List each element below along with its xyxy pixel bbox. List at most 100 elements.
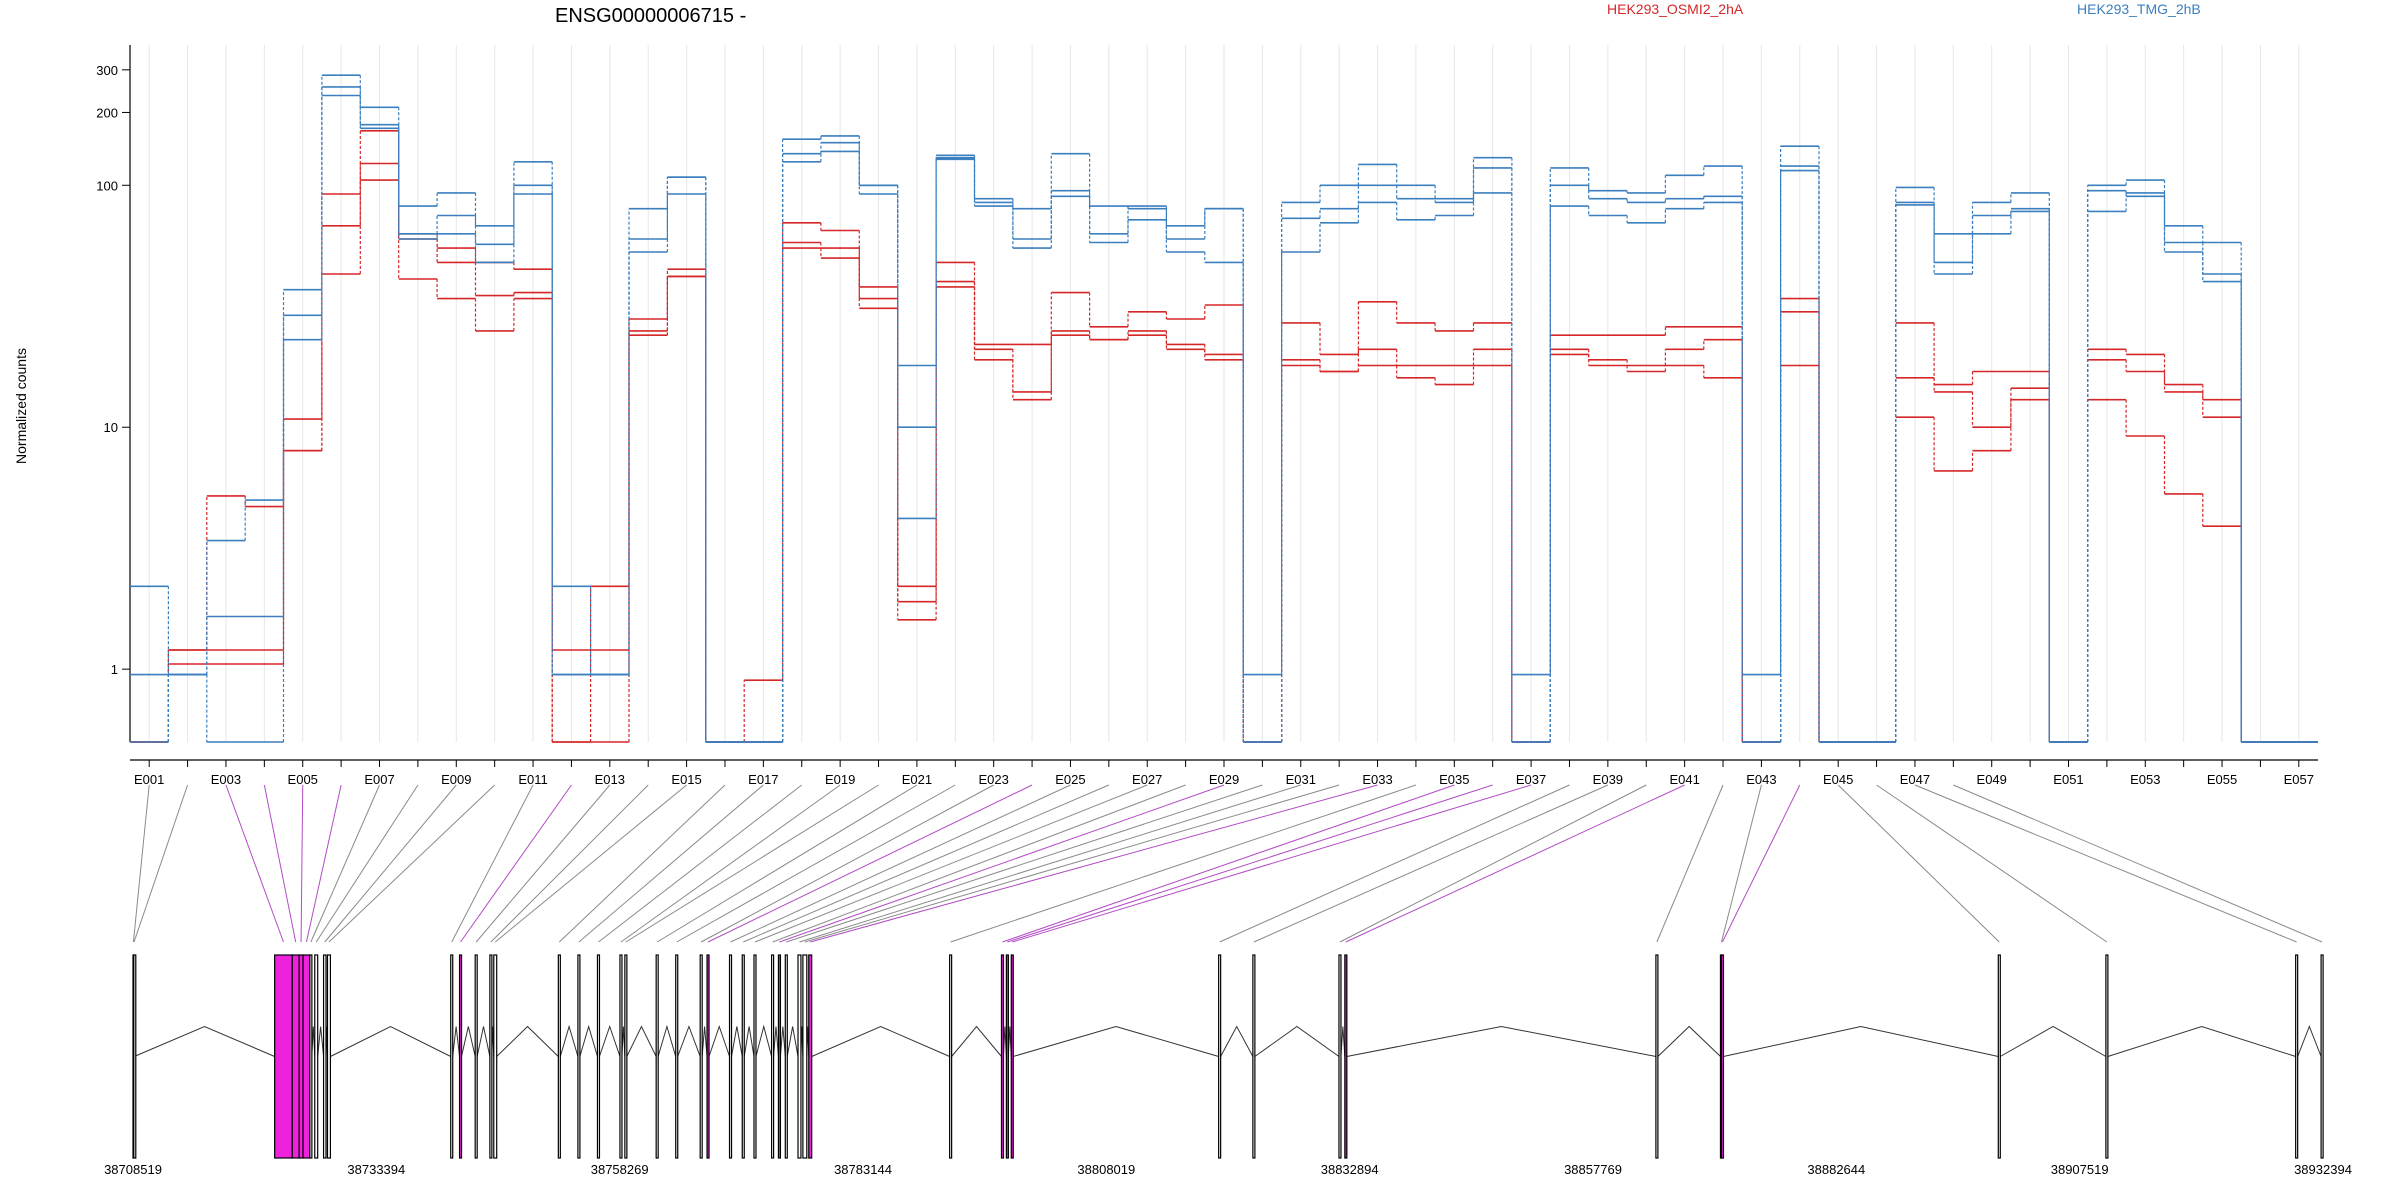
exon-tick-label: E045 [1823,772,1853,787]
genomic-tick-label: 38832894 [1321,1162,1379,1177]
exon-block [1252,954,1256,1159]
exon-connector [810,784,1378,943]
exon-block [458,954,463,1159]
y-tick-label: 1 [111,662,118,677]
exon-tick-label: E039 [1593,772,1623,787]
exon-connector [1219,784,1570,943]
exon-block [493,954,498,1159]
intron [811,1025,950,1057]
genomic-tick-label: 38932394 [2294,1162,2352,1177]
exon-tick-label: E047 [1900,772,1930,787]
exon-connector [625,784,879,943]
exon-block [1655,954,1659,1159]
intron [579,1024,598,1057]
intron [743,1026,755,1057]
exon-block [770,954,775,1159]
exon-connector [1721,784,1801,943]
exon-tick-label: E031 [1286,772,1316,787]
exon-connector [779,784,1225,943]
exon-connector [620,784,841,943]
exon-block [322,954,327,1159]
genomic-tick-label: 38808019 [1077,1162,1135,1177]
intron [134,1025,275,1057]
exon-connector [1953,784,2323,943]
exon-block [1000,954,1005,1159]
intron [452,1026,461,1057]
exon-tick-label: E027 [1132,772,1162,787]
exon-block [655,954,659,1159]
exon-connector [1007,784,1493,943]
exon-connector [656,784,918,943]
exon-block [596,954,601,1159]
genomic-tick-label: 38758269 [591,1162,649,1177]
exon-tick-label: E005 [288,772,318,787]
exon-block [741,954,745,1159]
exon-tick-label: E055 [2207,772,2237,787]
intron [1220,1025,1254,1057]
intron [773,1026,779,1057]
exon-connector [305,784,342,943]
exon-tick-label: E049 [1977,772,2007,787]
exon-connector [578,784,764,943]
exon-connector [225,784,284,943]
exon-tick-label: E033 [1362,772,1392,787]
exon-block [1720,954,1725,1159]
intron [1346,1025,1657,1057]
exon-connector [730,784,1071,943]
intron [1723,1025,1999,1057]
exon-connector [598,784,803,943]
genomic-tick-label: 38783144 [834,1162,892,1177]
exon-block [784,954,788,1159]
exon-tick-label: E053 [2130,772,2160,787]
exon-connector [263,784,297,943]
exon-block [802,954,808,1159]
exon-block [474,954,478,1159]
exon-tick-label: E001 [134,772,164,787]
intron [626,1025,657,1057]
intron [730,1026,743,1057]
exon-block [2320,954,2324,1159]
series-blue_3 [130,94,2318,743]
exon-block [1344,954,1348,1159]
exon-connector [676,784,956,943]
exon-connector [132,784,150,943]
exon-connector [460,784,572,943]
genomic-tick-label: 38857769 [1564,1162,1622,1177]
exon-connector [799,784,1301,943]
exon-tick-label: E019 [825,772,855,787]
exon-tick-label: E017 [748,772,778,787]
exon-block [699,954,703,1159]
intron [755,1024,773,1057]
exon-connector [494,784,687,943]
exon-tick-label: E009 [441,772,471,787]
series-step-connector [167,95,2242,742]
exon-connector [1720,784,1762,943]
exon-block [1010,954,1014,1159]
intron [330,1025,451,1057]
chart-title: ENSG00000006715 - [555,5,746,27]
exon-tick-label: E023 [978,772,1008,787]
y-tick-label: 300 [96,63,118,78]
exon-tick-label: E051 [2053,772,2083,787]
exon-connector [475,784,611,943]
exon-tick-label: E041 [1669,772,1699,787]
intron [598,1024,621,1057]
exon-block [619,954,623,1159]
exon-block [949,954,953,1159]
exon-block [309,954,313,1159]
exon-block [706,954,710,1159]
exon-connector [707,784,1033,943]
exon-connector [1002,784,1455,943]
exon-block [797,954,802,1159]
genomic-tick-label: 38733394 [347,1162,405,1177]
y-axis: 1 10 100 200 300 [96,45,131,742]
exon-connector [950,784,1417,943]
exon-block [2105,954,2109,1159]
exon-connector [1253,784,1609,943]
intron [779,1026,786,1057]
exon-connector [451,784,534,943]
genomic-axis: 38708519 38733394 38758269 38783144 38808019… [104,1162,2352,1177]
exon-block [728,954,733,1159]
exon-block [1005,954,1009,1159]
exon-tick-label: E015 [671,772,701,787]
